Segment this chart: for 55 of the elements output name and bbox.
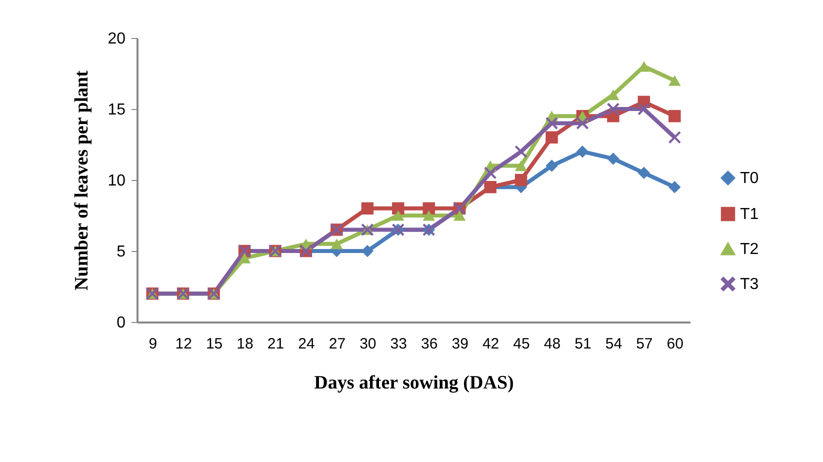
point [361,202,374,215]
y-axis-title: Number of leaves per plant [72,70,93,290]
point [576,117,589,130]
x-tick-label: 51 [574,336,592,352]
point [422,210,435,221]
x-tick-label: 57 [636,336,653,352]
x-tick-label: 48 [544,336,561,352]
x-axis-title: Days after sowing (DAS) [314,372,514,394]
point [546,117,558,130]
point [453,210,466,221]
x-tick-label: 27 [328,336,346,352]
y-tick-label: 0 [116,314,126,332]
point [546,160,558,172]
x-tick-label: 18 [236,336,254,352]
point [668,110,681,122]
point [238,252,251,264]
x-tick-label: 15 [206,336,223,352]
x-tick-label: 9 [148,336,158,352]
point [638,166,650,180]
x-tick-label: 12 [175,336,192,352]
point [514,174,528,186]
point [607,152,620,165]
x-tick-label: 45 [513,336,530,352]
x-tick-label: 33 [390,336,407,352]
point [576,145,589,158]
point [484,166,496,180]
point [607,89,620,100]
point [607,102,620,116]
y-tick-label: 20 [108,30,126,48]
x-tick-label: 21 [267,336,284,352]
x-tick-label: 42 [482,336,500,352]
x-tick-label: 36 [421,336,438,352]
y-tick-label: 5 [116,244,126,260]
point [638,102,650,116]
legend-label: T3 [740,276,759,293]
legend-label: T0 [740,170,759,187]
legend-label: T2 [740,241,759,258]
point [514,160,528,172]
x-tick-label: 24 [298,336,315,352]
x-tick-label: 60 [666,336,684,352]
point [514,145,528,158]
x-tick-label: 54 [605,336,622,352]
x-tick-label: 39 [452,336,468,352]
legend-label: T1 [740,206,759,223]
point [422,202,435,215]
x-tick-label: 30 [360,336,376,352]
point [330,238,343,250]
point [546,131,558,144]
y-tick-label: 15 [108,102,126,118]
point [668,180,681,194]
point [668,75,681,86]
point [392,202,404,215]
y-tick-label: 10 [108,172,126,190]
point [392,210,404,221]
point [668,131,681,144]
